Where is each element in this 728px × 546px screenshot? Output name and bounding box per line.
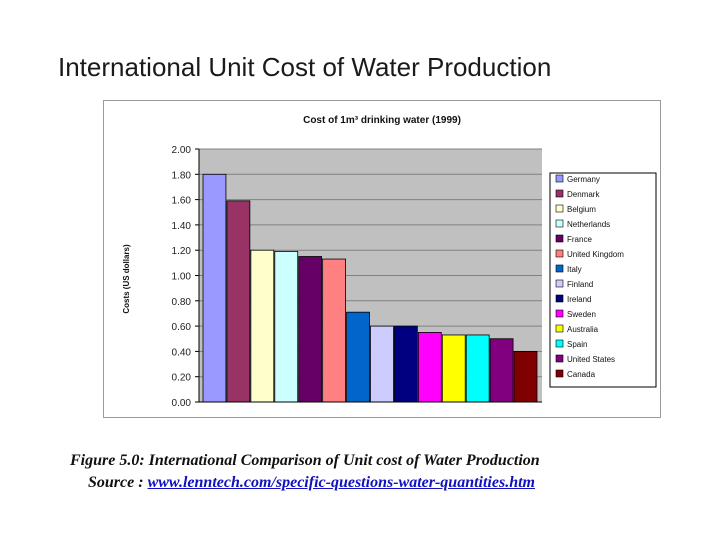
bar-spain [465, 334, 490, 403]
legend-label: Australia [567, 325, 599, 334]
bar-ireland [394, 325, 418, 403]
y-tick-label: 1.80 [172, 170, 192, 181]
bar-italy [346, 311, 370, 403]
chart-title: Cost of 1m³ drinking water (1999) [303, 115, 461, 126]
legend-box [549, 172, 657, 388]
legend-label: Sweden [567, 310, 596, 319]
legend-label: Belgium [567, 205, 596, 214]
legend-label: Denmark [567, 190, 600, 199]
bar-sweden [417, 332, 442, 403]
legend-swatch [555, 204, 564, 213]
legend-swatch [555, 369, 564, 378]
y-tick-label: 0.60 [172, 322, 192, 333]
y-tick-label: 0.00 [172, 398, 192, 409]
figure-caption: Figure 5.0: International Comparison of … [70, 450, 710, 494]
y-axis-label: Costs (US dollars) [122, 244, 131, 314]
legend-swatch [555, 354, 564, 363]
bar-belgium [250, 249, 275, 403]
y-tick-label: 0.20 [172, 373, 192, 384]
legend-swatch [555, 174, 564, 183]
bar-netherlands [274, 251, 299, 403]
chart-frame: Cost of 1m³ drinking water (1999) Costs … [103, 100, 661, 418]
y-tick-label: 1.00 [172, 272, 192, 283]
bars [202, 173, 538, 403]
bar-france [298, 256, 323, 403]
bar-germany [202, 173, 227, 403]
legend: Germany Denmark Belgium Netherlands France Un… [555, 174, 624, 379]
legend-label: Ireland [567, 295, 591, 304]
legend-swatch [555, 324, 564, 333]
y-tick-label: 0.40 [172, 347, 192, 358]
legend-label: Netherlands [567, 220, 610, 229]
source-label: Source : [88, 474, 144, 491]
legend-swatch [555, 339, 564, 348]
y-tick-label: 1.40 [172, 221, 192, 232]
legend-swatch [555, 189, 564, 198]
slide-title: International Unit Cost of Water Product… [58, 52, 552, 82]
legend-swatch [555, 294, 564, 303]
legend-label: France [567, 235, 592, 244]
legend-label: Canada [567, 370, 596, 379]
legend-label: United Kingdom [567, 250, 624, 259]
source-line: Source : www.lenntech.com/specific-quest… [70, 472, 710, 494]
bar-denmark [226, 200, 251, 403]
legend-label: Italy [567, 265, 582, 274]
legend-label: Germany [567, 175, 600, 184]
legend-swatch [555, 234, 564, 243]
bar-canada [513, 350, 538, 403]
legend-label: Finland [567, 280, 593, 289]
bar-united-states [489, 338, 514, 403]
bar-chart: Cost of 1m³ drinking water (1999) Costs … [122, 115, 657, 409]
bar-united-kingdom [322, 258, 346, 403]
bar-australia [441, 334, 466, 403]
figure-caption-text: Figure 5.0: International Comparison of … [70, 452, 540, 469]
y-tick-label: 1.20 [172, 246, 192, 257]
legend-swatch [555, 309, 564, 318]
legend-swatch [555, 279, 564, 288]
y-tick-label: 0.80 [172, 297, 192, 308]
legend-swatch [555, 219, 564, 228]
legend-label: United States [567, 355, 615, 364]
y-tick-label: 2.00 [172, 145, 192, 156]
y-axis-ticks: 2.00 1.80 1.60 1.40 1.20 1.00 0.80 0.60 0.40 0.20… [172, 145, 199, 409]
y-tick-label: 1.60 [172, 196, 192, 207]
legend-label: Spain [567, 340, 587, 349]
bar-finland [370, 325, 394, 403]
legend-swatch [555, 264, 564, 273]
legend-swatch [555, 249, 564, 258]
source-link[interactable]: www.lenntech.com/specific-questions-wate… [147, 474, 535, 491]
